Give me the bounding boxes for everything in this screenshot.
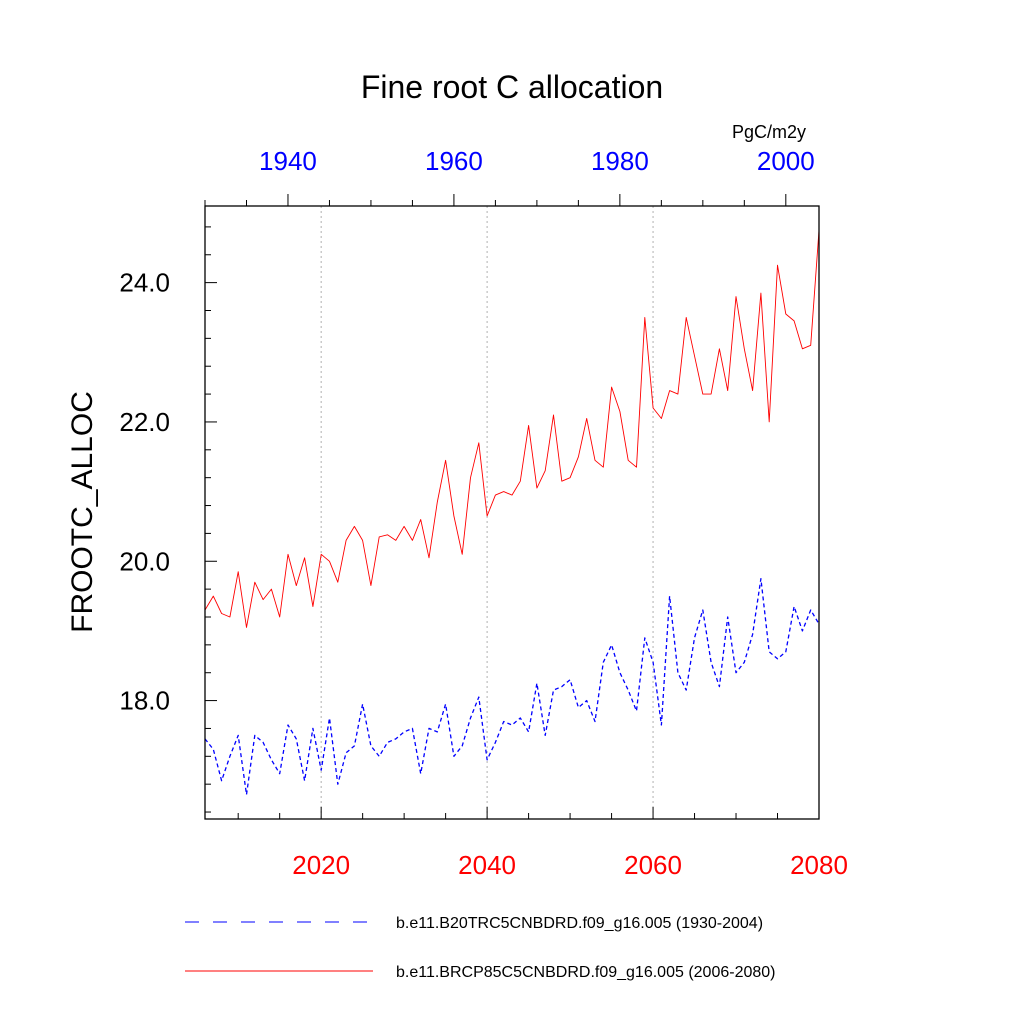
bottom-tick-label: 2080 [790,850,848,880]
top-tick-label: 1940 [259,146,317,176]
y-tick-label: 24.0 [119,268,170,298]
units-label: PgC/m2y [732,122,806,142]
bottom-tick-label: 2020 [292,850,350,880]
y-tick-label: 18.0 [119,686,170,716]
y-axis-labels: 18.0 20.0 22.0 24.0 [119,268,170,716]
chart-title: Fine root C allocation [361,69,663,105]
bottom-axis-labels: 2020 2040 2060 2080 [292,850,848,880]
series-layer [204,230,820,796]
plot-frame [204,205,820,820]
rcp85-series-line [204,230,820,628]
legend-label: b.e11.BRCP85C5CNBDRD.f09_g16.005 (2006-2… [396,964,775,981]
top-axis-labels: 1940 1960 1980 2000 [259,146,815,176]
bottom-tick-label: 2060 [624,850,682,880]
top-tick-label: 2000 [757,146,815,176]
bottom-tick-label: 2040 [458,850,516,880]
top-tick-label: 1960 [425,146,483,176]
top-tick-label: 1980 [591,146,649,176]
axis-ticks [204,194,820,819]
legend: b.e11.B20TRC5CNBDRD.f09_g16.005 (1930-20… [185,915,775,981]
legend-label: b.e11.B20TRC5CNBDRD.f09_g16.005 (1930-20… [396,915,763,932]
y-tick-label: 20.0 [119,546,170,576]
historical-series-line [204,578,820,796]
y-axis-label: FROOTC_ALLOC [66,391,99,633]
y-tick-label: 22.0 [119,407,170,437]
